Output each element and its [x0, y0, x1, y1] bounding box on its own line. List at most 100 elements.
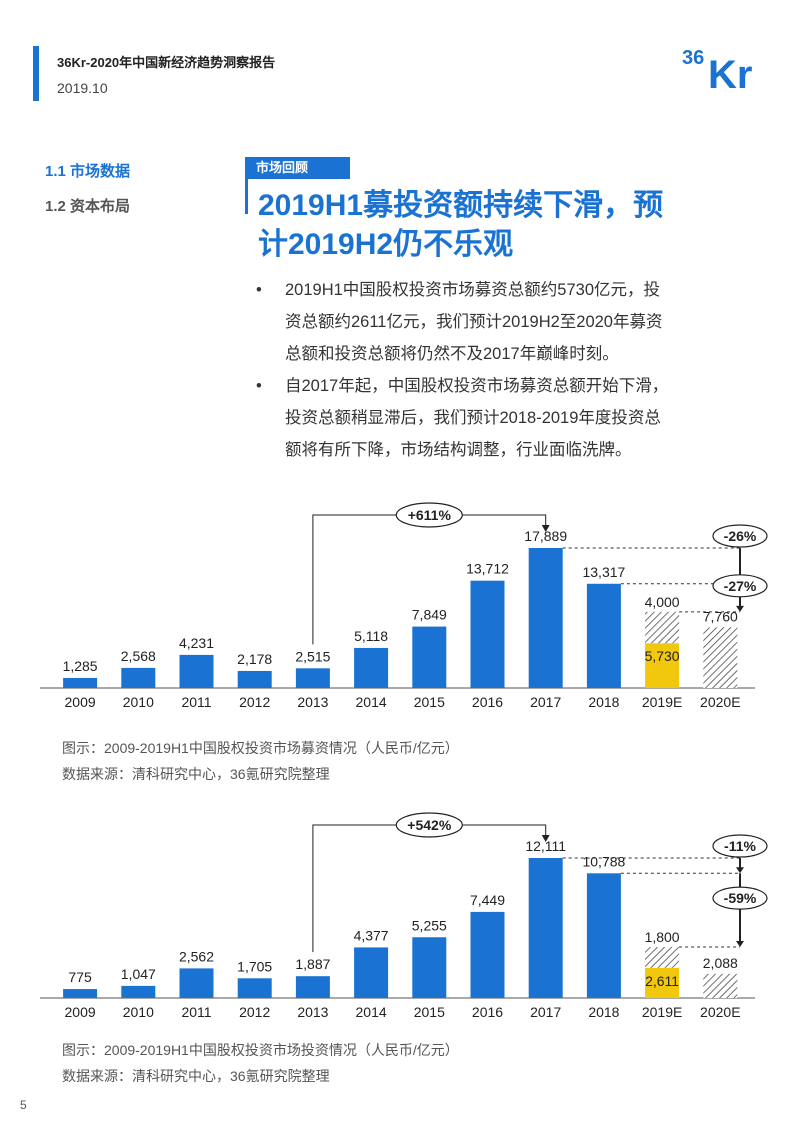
- growth-badge: [395, 502, 463, 528]
- section-tag: 市场回顾: [248, 157, 350, 179]
- page-headline: 2019H1募投资额持续下滑，预 计2019H2仍不乐观: [258, 186, 758, 264]
- arrow-down-icon: [736, 867, 744, 874]
- bar-2020E-estimate: [703, 973, 738, 998]
- investment-bar-chart: 2009 775 2010 1,047 2011 2,562 2012 1,705 2013 1,…: [40, 812, 768, 1020]
- change-badge: [712, 524, 768, 548]
- chart-title-2: 图示：2009-2019H1中国股权投资市场投资情况（人民币/亿元）: [62, 1042, 459, 1058]
- x-tick-label: 2015: [414, 1004, 445, 1020]
- bar-2009: [63, 989, 98, 998]
- bullet-line: 资总额约2611亿元，我们预计2019H2至2020年募资: [285, 313, 663, 331]
- chart-caption-1: 图示：2009-2019H1中国股权投资市场募资情况（人民币/亿元） 数据来源：…: [62, 738, 459, 784]
- arrow-down-icon: [736, 605, 744, 612]
- data-label-2020: 7,760: [703, 608, 738, 624]
- data-label-2020: 2,088: [703, 955, 738, 971]
- data-label: 2,178: [237, 651, 272, 667]
- x-tick-label: 2020E: [700, 1004, 740, 1020]
- data-label: 17,889: [524, 528, 567, 544]
- bullet-dot: •: [256, 281, 262, 299]
- svg-text:Kr: Kr: [708, 53, 752, 92]
- 36kr-logo: 36 Kr: [682, 47, 752, 92]
- bar-2014: [354, 647, 389, 688]
- bar-2017: [528, 858, 563, 998]
- report-date: 2019.10: [57, 80, 108, 96]
- bar-2010: [121, 667, 156, 688]
- bar-2019E-h2-estimate: [645, 611, 680, 644]
- x-tick-label: 2017: [530, 694, 561, 710]
- bar-2015: [412, 626, 447, 688]
- page-number: 5: [20, 1098, 27, 1112]
- data-label: 775: [68, 969, 92, 985]
- growth-label: +542%: [407, 817, 452, 833]
- x-tick-label: 2009: [65, 1004, 96, 1020]
- x-tick-label: 2020E: [700, 694, 740, 710]
- bar-2011: [179, 654, 214, 688]
- growth-bracket: [312, 514, 547, 645]
- data-label: 10,788: [582, 853, 625, 869]
- bullet-line: 2019H1中国股权投资市场募资总额约5730亿元，投: [285, 281, 661, 299]
- growth-label: +611%: [408, 507, 452, 523]
- bar-2017: [528, 548, 563, 688]
- x-tick-label: 2016: [472, 694, 503, 710]
- bullet-line: 总额和投资总额将仍然不及2017年巅峰时刻。: [285, 345, 619, 363]
- data-label-2019-h1: 5,730: [645, 648, 680, 664]
- header-accent-bar: [33, 46, 39, 101]
- chart-caption-2: 图示：2009-2019H1中国股权投资市场投资情况（人民币/亿元） 数据来源：…: [62, 1040, 459, 1086]
- data-label: 1,705: [237, 958, 272, 974]
- x-tick-label: 2019E: [642, 1004, 682, 1020]
- x-tick-label: 2015: [414, 694, 445, 710]
- x-tick-label: 2011: [181, 694, 211, 710]
- data-label: 1,285: [63, 658, 98, 674]
- bar-2014: [354, 947, 389, 998]
- x-tick-label: 2012: [239, 1004, 270, 1020]
- bar-2019E-h1: [645, 967, 680, 998]
- bar-2012: [237, 978, 272, 998]
- data-label: 2,515: [295, 648, 330, 664]
- growth-arrow-icon: [541, 525, 550, 532]
- data-label-2019-h2: 4,000: [645, 594, 680, 610]
- data-label: 4,377: [354, 927, 389, 943]
- nav-item-capital-layout[interactable]: 1.2 资本布局: [45, 198, 131, 215]
- x-tick-label: 2012: [239, 694, 270, 710]
- bar-2010: [121, 985, 156, 998]
- x-tick-label: 2013: [297, 1004, 328, 1020]
- headline-line-2: 计2019H2仍不乐观: [258, 228, 514, 261]
- change-label: -11%: [724, 838, 756, 854]
- nav-item-market-data[interactable]: 1.1 市场数据: [45, 163, 131, 180]
- change-badge: [712, 834, 768, 858]
- data-label: 13,317: [582, 564, 625, 580]
- headline-line-1: 2019H1募投资额持续下滑，预: [258, 189, 664, 222]
- bar-2012: [237, 670, 272, 688]
- chart-source-2: 数据来源：清科研究中心，36氪研究院整理: [62, 1068, 330, 1084]
- x-tick-label: 2018: [588, 694, 619, 710]
- bar-2015: [412, 937, 447, 998]
- bullet-item: • 自2017年起，中国股权投资市场募资总额开始下滑， 投资总额稍显滞后，我们预…: [256, 370, 746, 466]
- data-label-2019-h1: 2,611: [645, 973, 679, 989]
- growth-badge: [395, 812, 463, 838]
- change-badge: [712, 574, 768, 598]
- data-label: 2,568: [121, 648, 156, 664]
- x-tick-label: 2013: [297, 694, 328, 710]
- bullet-item: • 2019H1中国股权投资市场募资总额约5730亿元，投 资总额约2611亿元…: [256, 274, 746, 370]
- bar-2013: [295, 976, 330, 998]
- section-nav: 1.1 市场数据 1.2 资本布局: [45, 160, 130, 230]
- change-label: -27%: [724, 578, 757, 594]
- x-tick-label: 2014: [356, 1004, 387, 1020]
- chart-source-1: 数据来源：清科研究中心，36氪研究院整理: [62, 766, 330, 782]
- bullet-dot: •: [256, 377, 262, 395]
- x-tick-label: 2010: [123, 694, 154, 710]
- bar-2019E-h2-estimate: [645, 947, 680, 968]
- bar-2018: [586, 873, 621, 998]
- section-accent-bar: [245, 157, 248, 214]
- data-label: 13,712: [466, 561, 509, 577]
- change-label: -59%: [724, 890, 757, 906]
- data-label: 2,562: [179, 948, 214, 964]
- bar-2016: [470, 911, 505, 998]
- x-tick-label: 2010: [123, 1004, 154, 1020]
- data-label: 5,255: [412, 917, 447, 933]
- bullet-line: 投资总额稍显滞后，我们预计2018-2019年度投资总: [285, 409, 661, 427]
- bullet-list: • 2019H1中国股权投资市场募资总额约5730亿元，投 资总额约2611亿元…: [256, 274, 746, 466]
- data-label: 1,887: [295, 956, 330, 972]
- svg-text:36: 36: [682, 47, 704, 69]
- bar-2018: [586, 583, 621, 688]
- change-label: -26%: [724, 528, 757, 544]
